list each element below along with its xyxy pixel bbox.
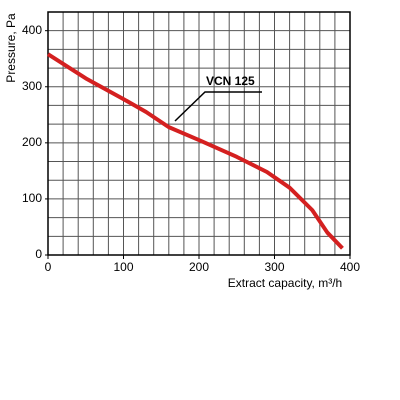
x-tick-label: 300 — [264, 260, 284, 274]
x-axis-label: Extract capacity, m³/h — [228, 276, 342, 290]
x-tick-label: 400 — [340, 260, 360, 274]
annotation-leader — [174, 91, 262, 122]
curve — [46, 52, 344, 250]
x-tick-label: 200 — [189, 260, 209, 274]
y-axis-label: Pressure, Pa — [4, 13, 18, 83]
y-tick-label: 200 — [22, 135, 42, 149]
curve-annotation: VCN 125 — [206, 74, 255, 88]
y-tick-label: 400 — [22, 23, 42, 37]
y-tick-label: 100 — [22, 191, 42, 205]
y-tick-label: 0 — [35, 247, 42, 261]
y-tick-label: 300 — [22, 79, 42, 93]
plot-frame — [47, 11, 351, 256]
x-tick-label: 100 — [113, 260, 133, 274]
x-tick-label: 0 — [45, 260, 52, 274]
